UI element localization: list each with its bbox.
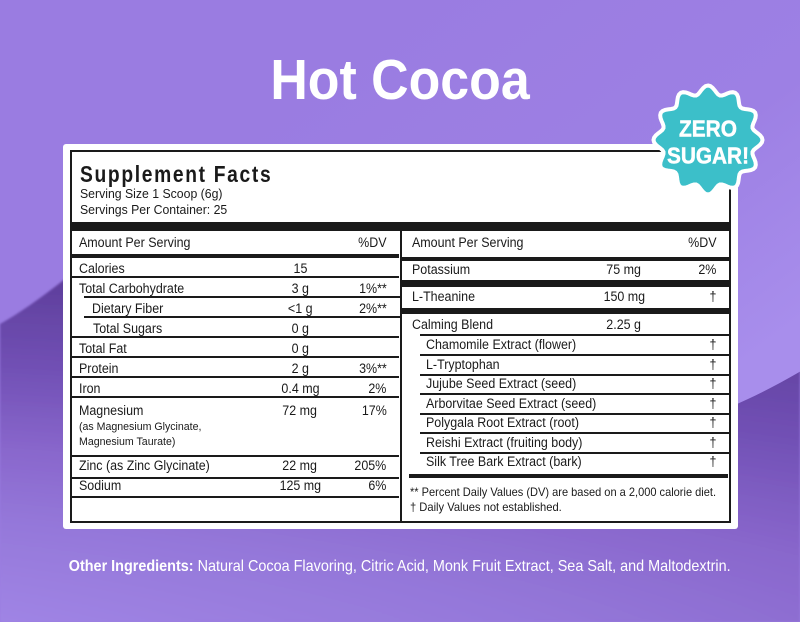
svg-text:ZERO: ZERO <box>679 116 737 142</box>
svg-text:SUGAR!: SUGAR! <box>667 143 749 169</box>
